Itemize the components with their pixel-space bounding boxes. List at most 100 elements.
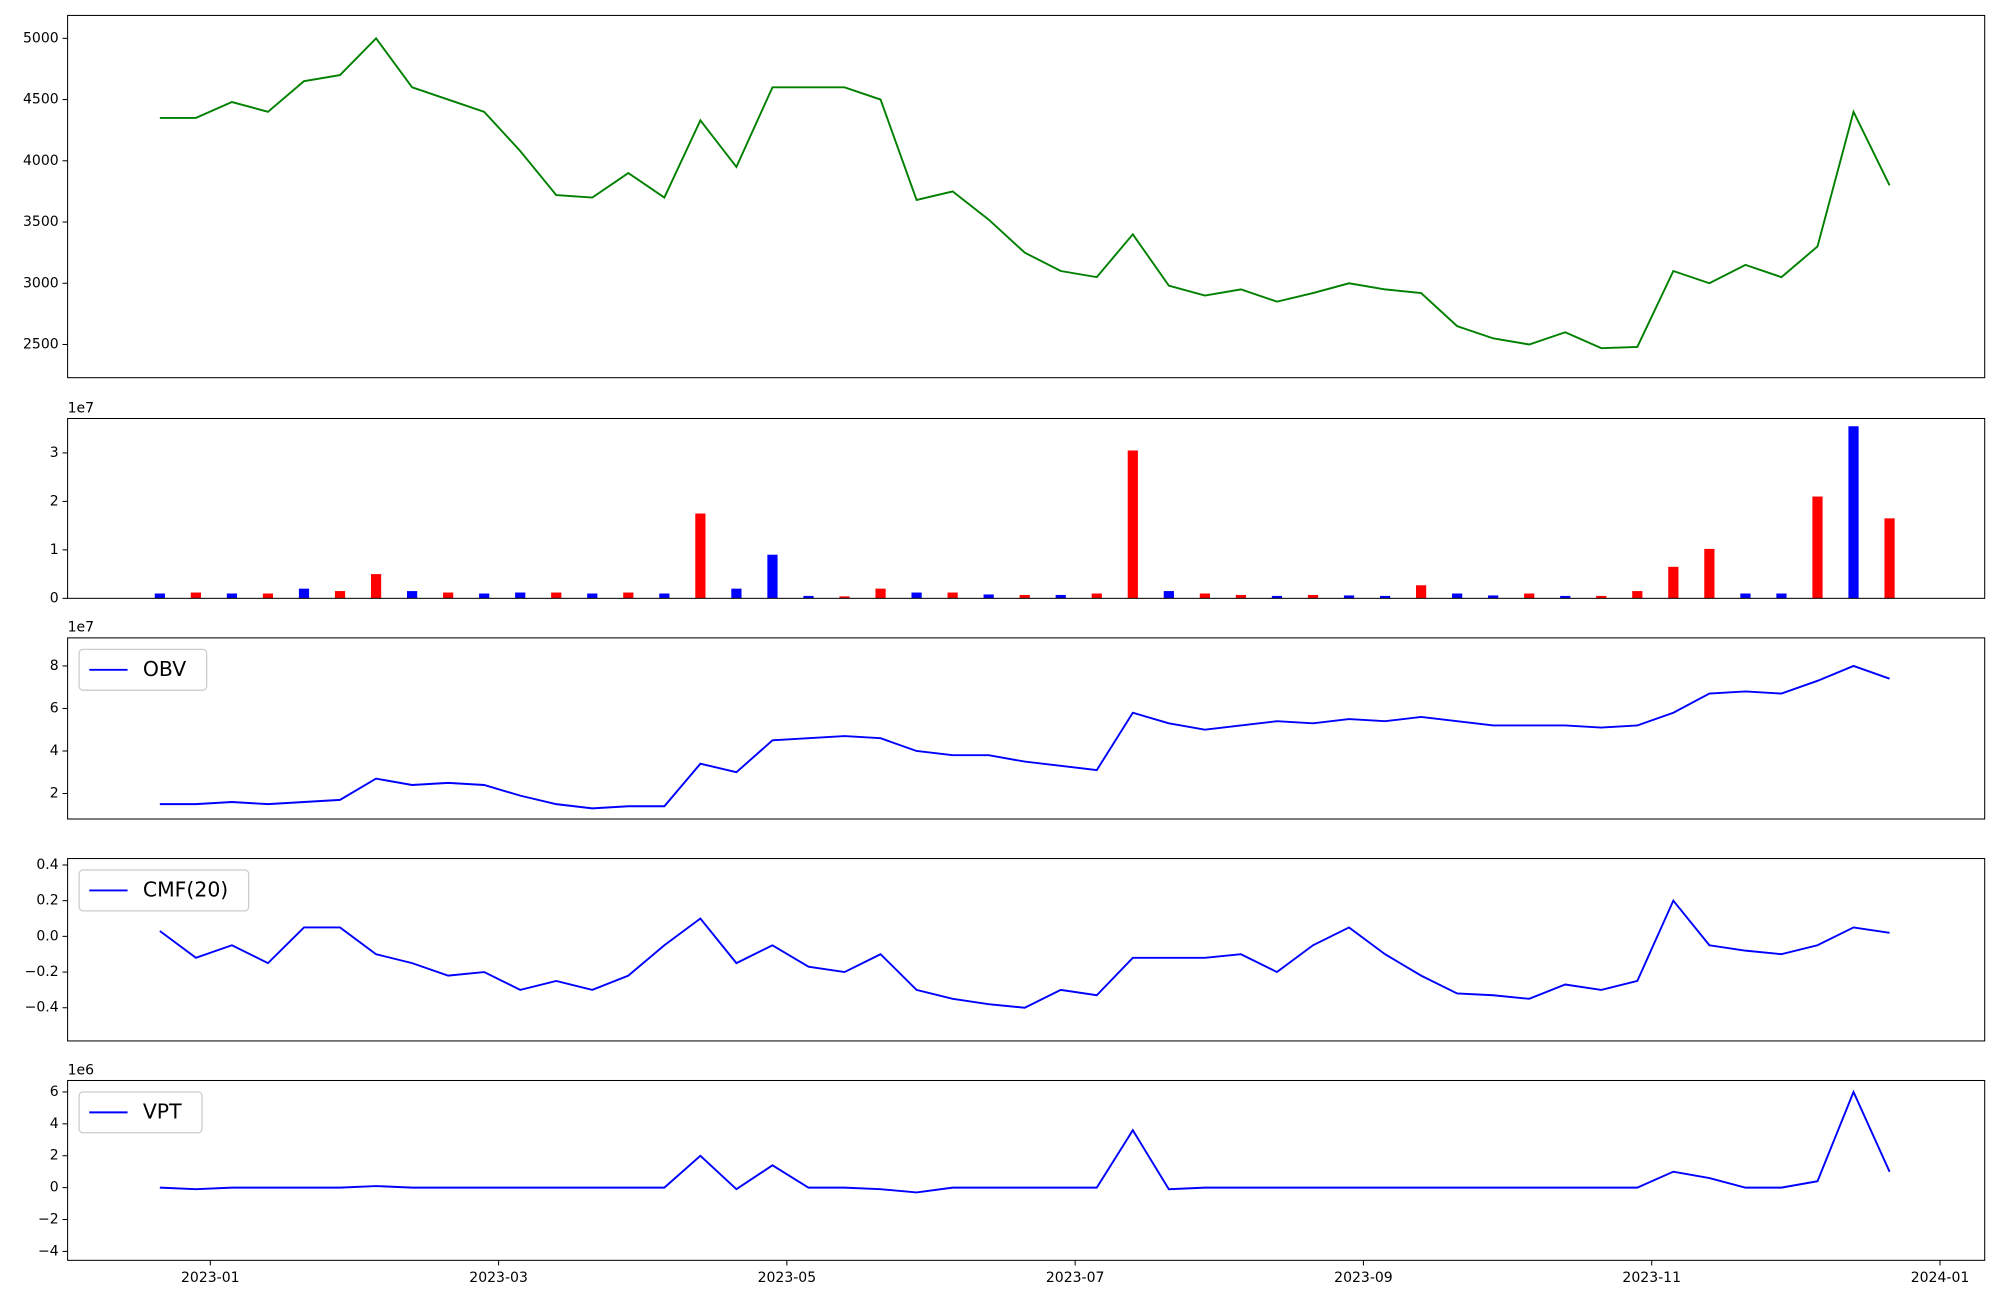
- y-tick-label: −0.2: [25, 964, 59, 980]
- x-tick-label: 2023-11: [1622, 1270, 1681, 1286]
- volume-bar: [1884, 518, 1895, 599]
- y-tick-label: 0.2: [36, 893, 58, 909]
- volume-bar: [767, 554, 778, 599]
- legend-label: CMF(20): [143, 877, 228, 901]
- volume-bar: [1415, 585, 1427, 599]
- volume-bar: [334, 591, 346, 599]
- x-tick-label: 2023-07: [1046, 1270, 1105, 1286]
- axes-frame: [67, 14, 1986, 379]
- volume-bar: [875, 588, 886, 599]
- axes-frame: [67, 858, 1986, 1042]
- legend-box: [78, 1091, 203, 1134]
- y-tick-label: 1: [50, 542, 59, 558]
- volume-bar: [1271, 595, 1283, 599]
- volume-bar: [1019, 594, 1030, 599]
- volume-bar: [1812, 496, 1823, 599]
- x-tick-label: 2024-01: [1911, 1270, 1970, 1286]
- y-tick-label: −2: [38, 1212, 59, 1228]
- volume-bar: [947, 592, 958, 599]
- volume-bar: [1704, 548, 1715, 599]
- x-tick-label: 2023-03: [469, 1270, 528, 1286]
- y-tick-label: 2: [50, 785, 59, 801]
- volume-bar: [190, 592, 201, 599]
- volume-bar: [1127, 450, 1138, 599]
- y-tick-label: −4: [38, 1243, 59, 1259]
- y-tick-label: 0: [50, 1180, 59, 1196]
- axes-frame: [67, 1079, 1986, 1261]
- volume-bar: [1524, 593, 1535, 599]
- volume-bar: [370, 574, 382, 599]
- volume-bar: [803, 595, 814, 599]
- volume-bar: [911, 592, 922, 599]
- y-tick-label: 4500: [23, 92, 59, 108]
- volume-bar: [1199, 593, 1210, 599]
- volume-bar: [731, 588, 742, 599]
- volume-bar: [443, 592, 454, 599]
- y-tick-label: −0.4: [25, 1000, 59, 1016]
- volume-bar: [1668, 566, 1679, 599]
- volume-bar: [1596, 595, 1607, 599]
- offset-label: 1e6: [68, 1062, 95, 1078]
- volume-bar: [154, 593, 165, 599]
- x-tick-label: 2023-09: [1334, 1270, 1393, 1286]
- volume-bar: [1307, 594, 1319, 599]
- series-line: [159, 1089, 1891, 1194]
- volume-bar: [1632, 591, 1643, 599]
- y-tick-label: 6: [50, 1084, 59, 1100]
- axes-frame: [67, 637, 1986, 820]
- legend-label: VPT: [143, 1099, 182, 1123]
- legend-box: [78, 648, 208, 691]
- offset-label: 1e7: [68, 400, 94, 416]
- volume-bar: [479, 593, 490, 599]
- volume-bar: [1776, 593, 1787, 599]
- y-tick-label: 0: [50, 590, 59, 606]
- y-tick-label: 0.4: [36, 857, 58, 873]
- volume-bar: [1091, 593, 1102, 599]
- y-tick-label: 4: [50, 1116, 59, 1132]
- y-tick-label: 3000: [23, 275, 59, 291]
- y-tick-label: 0.0: [36, 928, 58, 944]
- volume-bar: [1163, 591, 1174, 599]
- offset-label: 1e7: [68, 620, 94, 636]
- volume-bar: [587, 593, 598, 599]
- volume-bar: [1235, 594, 1247, 599]
- axes-frame: [67, 417, 1986, 599]
- y-tick-label: 8: [50, 658, 59, 674]
- volume-bar: [262, 593, 274, 599]
- series-line: [159, 664, 1890, 810]
- y-tick-label: 3: [50, 445, 59, 461]
- y-tick-label: 2500: [23, 336, 59, 352]
- series-line: [159, 898, 1890, 1009]
- legend-box: [78, 869, 250, 912]
- legend-label: OBV: [143, 657, 186, 681]
- volume-bar: [623, 592, 634, 599]
- volume-bar: [1560, 595, 1571, 599]
- volume-bar: [226, 593, 238, 599]
- volume-bar: [1488, 595, 1499, 599]
- y-tick-label: 2: [50, 493, 59, 509]
- y-tick-label: 4: [50, 743, 59, 759]
- volume-bar: [659, 593, 670, 599]
- volume-bar: [1848, 426, 1859, 599]
- y-tick-label: 2: [50, 1148, 59, 1164]
- volume-bar: [298, 588, 310, 599]
- volume-bar: [983, 594, 994, 599]
- volume-bar: [1452, 593, 1463, 599]
- x-tick-label: 2023-05: [758, 1270, 817, 1286]
- volume-bar: [839, 596, 850, 599]
- volume-bar: [1740, 593, 1751, 599]
- volume-bar: [515, 592, 526, 599]
- volume-bar: [695, 513, 706, 599]
- y-tick-label: 5000: [23, 30, 59, 46]
- volume-bar: [1379, 595, 1391, 599]
- volume-bar: [1055, 594, 1066, 599]
- volume-bar: [551, 592, 562, 599]
- x-tick-label: 2023-01: [181, 1270, 240, 1286]
- y-tick-label: 4000: [23, 153, 59, 169]
- y-tick-label: 3500: [23, 214, 59, 230]
- y-tick-label: 6: [50, 700, 59, 716]
- volume-bar: [406, 591, 418, 599]
- volume-bar: [1343, 595, 1355, 599]
- series-line: [159, 36, 1891, 350]
